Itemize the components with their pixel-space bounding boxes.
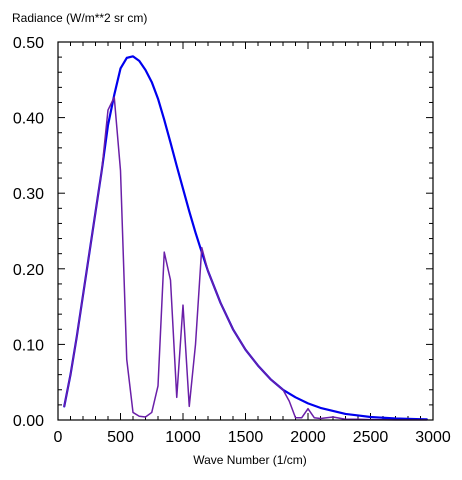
y-tick-label: 0.20: [13, 262, 44, 279]
x-axis-label: Wave Number (1/cm): [193, 453, 307, 467]
y-tick-label: 0.00: [13, 413, 44, 430]
x-tick-label: 1500: [228, 429, 264, 446]
y-tick-label: 0.30: [13, 186, 44, 203]
plot-lines: [63, 55, 428, 421]
y-tick-labels: 0.00 0.10 0.20 0.30 0.40 0.50: [13, 35, 44, 430]
y-tick-label: 0.40: [13, 111, 44, 128]
x-tick-label: 2500: [353, 429, 389, 446]
y-tick-label: 0.50: [13, 35, 44, 52]
x-tick-label: 3000: [415, 429, 451, 446]
series-line-1: [63, 55, 428, 421]
x-tick-label: 2000: [290, 429, 326, 446]
x-tick-label: 500: [107, 429, 134, 446]
y-axis-label: Radiance (W/m**2 sr cm): [12, 11, 147, 25]
x-tick-labels: 0 500 1000 1500 2000 2500 3000: [54, 429, 451, 446]
series-line-2: [63, 96, 428, 421]
x-tick-label: 1000: [165, 429, 201, 446]
y-tick-label: 0.10: [13, 337, 44, 354]
x-tick-label: 0: [54, 429, 63, 446]
plot-frame: [57, 41, 434, 421]
